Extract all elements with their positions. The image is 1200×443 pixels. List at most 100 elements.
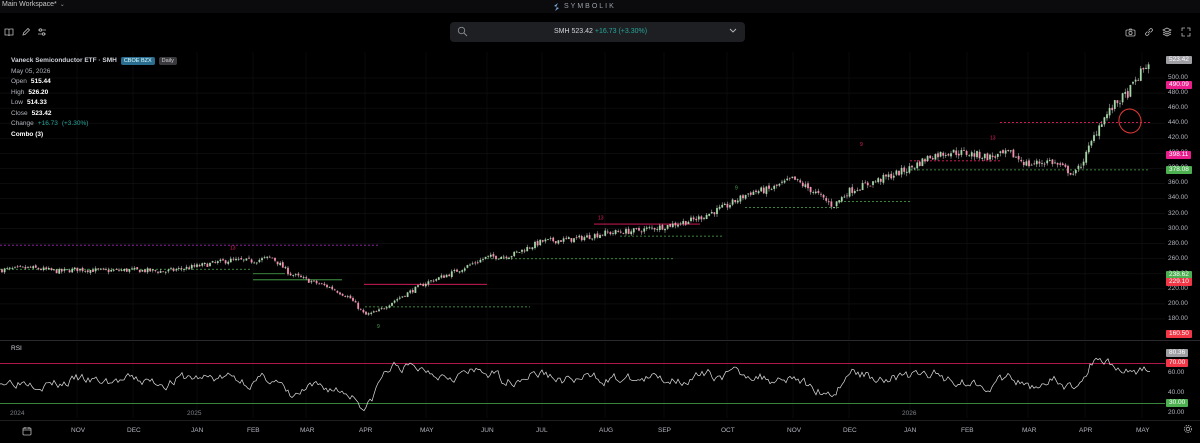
price-level-badge: 490.09 xyxy=(1166,81,1192,90)
candle xyxy=(671,220,674,228)
candle xyxy=(141,269,144,272)
candle xyxy=(385,305,388,310)
candle xyxy=(237,256,240,261)
candle xyxy=(578,234,581,239)
candle xyxy=(401,296,404,298)
candle xyxy=(934,153,937,160)
price-tick-label: 340.00 xyxy=(1168,194,1188,202)
candle xyxy=(965,149,968,157)
fullscreen-icon[interactable] xyxy=(1180,26,1192,38)
candle xyxy=(729,202,731,209)
candle xyxy=(1067,164,1069,177)
candle xyxy=(1025,159,1028,167)
candle xyxy=(495,255,497,261)
candle xyxy=(1111,104,1114,114)
camera-icon[interactable] xyxy=(1124,26,1136,38)
candle xyxy=(1,268,3,273)
candles xyxy=(1,62,1150,316)
candle xyxy=(341,293,344,297)
candle xyxy=(991,152,994,160)
book-icon[interactable] xyxy=(3,26,15,38)
candle xyxy=(372,310,375,313)
candle xyxy=(591,238,594,241)
sliders-icon[interactable] xyxy=(36,26,48,38)
low-label: Low xyxy=(11,99,23,106)
price-tick-label: 320.00 xyxy=(1168,209,1188,217)
candle xyxy=(1074,168,1077,176)
candle xyxy=(461,269,464,274)
price-tick-label: 460.00 xyxy=(1168,104,1188,112)
candle xyxy=(846,192,848,199)
rsi-chart[interactable] xyxy=(0,342,1165,418)
price-chart[interactable]: 13 9 9 13 9 13 xyxy=(0,52,1165,340)
candle xyxy=(812,190,815,195)
candle xyxy=(944,152,947,158)
calendar-icon[interactable] xyxy=(22,426,32,436)
candle xyxy=(651,225,653,230)
interval-badge[interactable]: Daily xyxy=(158,57,177,66)
settings-icon[interactable] xyxy=(1183,424,1193,434)
candle xyxy=(1106,111,1108,121)
candle xyxy=(128,269,131,274)
candle xyxy=(666,224,669,230)
signal-marker: 9 xyxy=(735,185,738,191)
candle xyxy=(947,152,950,157)
candle xyxy=(905,168,908,177)
candle xyxy=(643,225,646,234)
candle xyxy=(310,279,313,285)
price-tick-label: 260.00 xyxy=(1168,254,1188,262)
candle xyxy=(302,275,305,279)
candle xyxy=(684,220,687,226)
candle xyxy=(318,282,321,285)
candle xyxy=(1072,171,1075,176)
year-label: 2025 xyxy=(187,410,202,417)
candle xyxy=(411,288,414,294)
time-axis[interactable]: NOV DEC JAN FEB MAR APR MAY JUN JUL AUG SEP OCT NOV D… xyxy=(0,410,1200,443)
candle xyxy=(404,295,406,298)
candle xyxy=(775,184,778,189)
price-tick-label: 500.00 xyxy=(1168,74,1188,81)
chevron-down-icon[interactable] xyxy=(729,28,737,34)
candle xyxy=(110,267,113,272)
candle xyxy=(388,304,391,309)
candle xyxy=(960,147,963,158)
candle xyxy=(791,176,794,179)
candle xyxy=(261,256,263,263)
symbol-search-input[interactable]: SMH 523.42 +16.73 (+3.30%) xyxy=(450,22,745,42)
candle xyxy=(323,281,326,287)
candle xyxy=(1147,62,1150,74)
link-icon[interactable] xyxy=(1143,26,1155,38)
month-label: AUG xyxy=(599,427,614,434)
candle xyxy=(703,217,705,221)
candle xyxy=(1035,158,1038,168)
layers-icon[interactable] xyxy=(1161,26,1173,38)
rsi-line xyxy=(0,357,1151,412)
candle xyxy=(398,295,401,300)
candle xyxy=(794,176,796,181)
candle xyxy=(365,311,367,315)
indicator-label[interactable]: Combo (3) xyxy=(11,130,44,138)
candle xyxy=(957,150,960,159)
candle xyxy=(749,191,752,197)
candle xyxy=(513,251,516,258)
candle xyxy=(76,267,79,274)
candle xyxy=(406,291,409,298)
high-label: High xyxy=(11,88,25,96)
candle xyxy=(887,171,890,181)
candle xyxy=(1030,163,1033,166)
candle xyxy=(939,151,942,158)
candle xyxy=(11,266,14,270)
open-value: 515.44 xyxy=(30,78,51,85)
pencil-icon[interactable] xyxy=(20,26,32,38)
price-tick-label: 280.00 xyxy=(1168,239,1188,247)
candle xyxy=(68,268,71,273)
price-tick-label: 200.00 xyxy=(1168,299,1188,307)
candle xyxy=(801,180,804,188)
exchange-badge[interactable]: CBOE BZX xyxy=(120,57,155,66)
candle xyxy=(245,258,248,261)
month-label: FEB xyxy=(247,427,260,434)
candle xyxy=(131,266,133,271)
candle xyxy=(45,266,48,271)
workspace-selector[interactable]: Main Workspace* ⌄ xyxy=(2,1,65,8)
candle xyxy=(1015,155,1017,158)
